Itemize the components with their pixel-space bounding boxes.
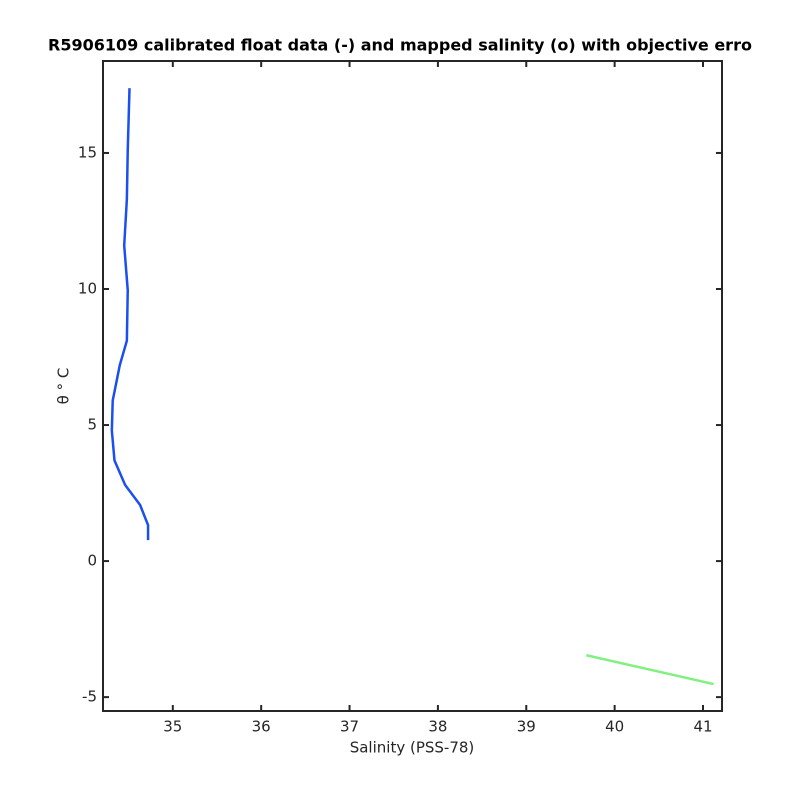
y-tick-label: 15: [78, 143, 97, 161]
y-tick-label: 0: [87, 552, 97, 570]
x-tick-label: 38: [428, 718, 447, 736]
plot-frame: [102, 60, 723, 712]
x-tick-label: 41: [693, 718, 712, 736]
x-tick-label: 37: [340, 718, 359, 736]
x-tick-label: 36: [252, 718, 271, 736]
y-tick-label: -5: [82, 688, 97, 706]
y-axis-label: θ ° C: [55, 368, 73, 405]
data-line: [110, 88, 150, 541]
data-line: [586, 654, 714, 686]
x-tick-label: 40: [605, 718, 624, 736]
chart-title: R5906109 calibrated float data (-) and m…: [48, 36, 752, 55]
y-tick-label: 5: [87, 416, 97, 434]
x-tick-label: 35: [163, 718, 182, 736]
x-axis-label: Salinity (PSS-78): [350, 739, 475, 757]
x-tick-label: 39: [517, 718, 536, 736]
y-tick-label: 10: [78, 280, 97, 298]
